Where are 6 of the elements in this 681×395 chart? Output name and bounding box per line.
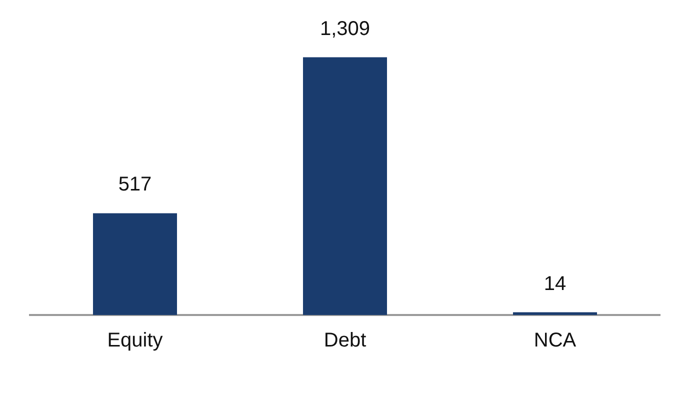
data-label: 14 (544, 272, 566, 295)
x-tick-label: Debt (324, 330, 367, 352)
x-tick-label: NCA (534, 330, 577, 352)
data-label: 1,309 (320, 18, 370, 40)
data-label: 517 (118, 174, 152, 196)
x-tick-label: Equity (107, 330, 163, 352)
